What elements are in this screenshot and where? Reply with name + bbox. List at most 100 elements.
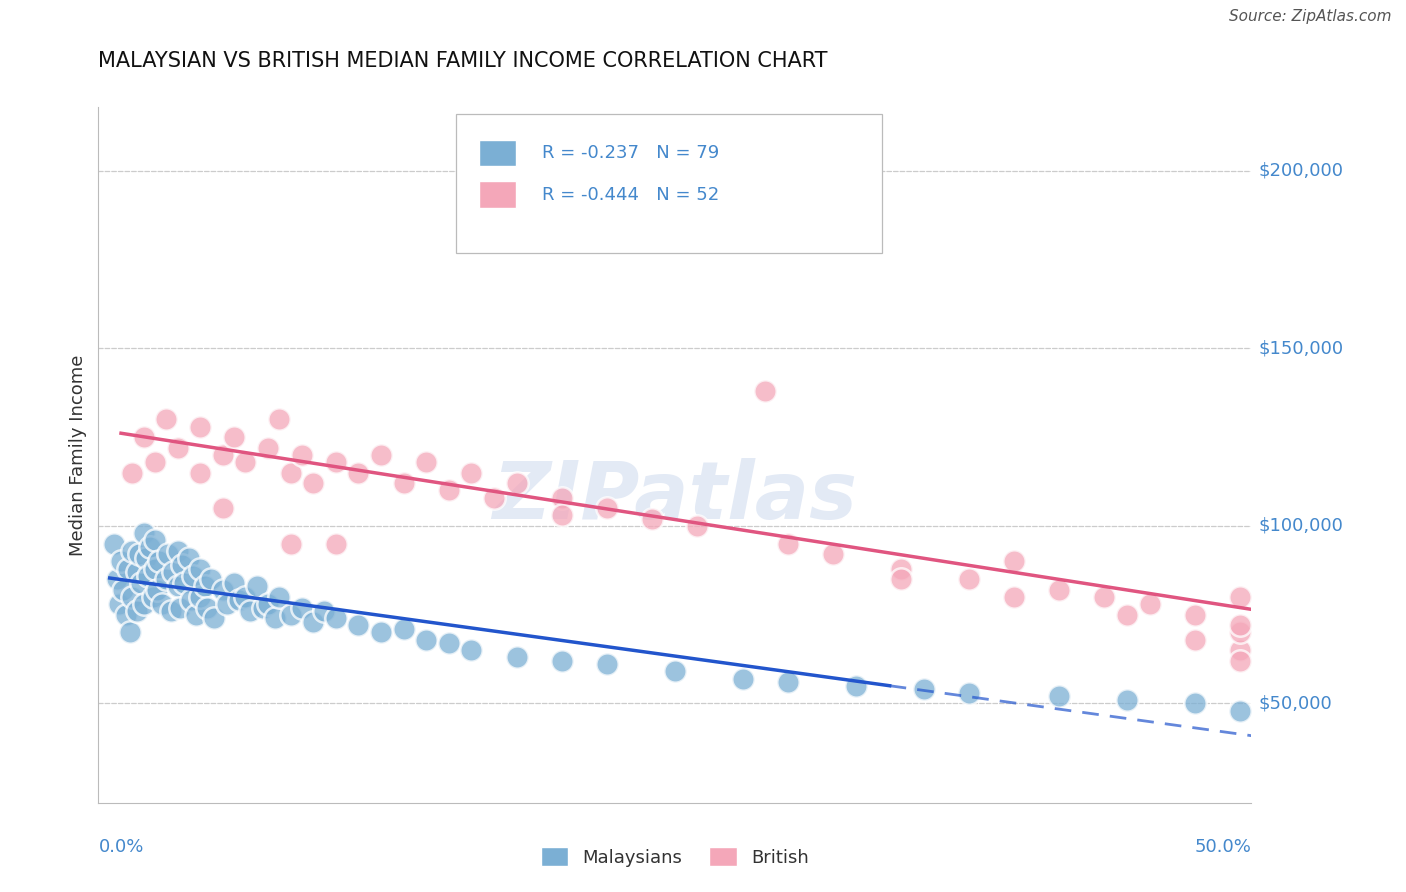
Point: [325, 611, 347, 625]
Point: [347, 618, 370, 632]
Point: [415, 455, 437, 469]
Point: [180, 593, 202, 607]
Point: [155, 412, 177, 426]
FancyBboxPatch shape: [479, 140, 516, 166]
Point: [120, 625, 142, 640]
Point: [596, 501, 619, 516]
Point: [222, 575, 245, 590]
Point: [188, 561, 211, 575]
Point: [1047, 582, 1070, 597]
Point: [1047, 690, 1070, 704]
Point: [252, 600, 274, 615]
Point: [143, 455, 166, 469]
Point: [125, 565, 148, 579]
Point: [1092, 590, 1115, 604]
Text: $200,000: $200,000: [1258, 162, 1343, 180]
Point: [121, 543, 143, 558]
Point: [302, 615, 325, 629]
Point: [1229, 618, 1251, 632]
Point: [1184, 632, 1206, 647]
Point: [314, 604, 336, 618]
Point: [291, 600, 314, 615]
Point: [686, 519, 709, 533]
Point: [325, 455, 347, 469]
Point: [107, 597, 129, 611]
Point: [195, 600, 218, 615]
Point: [211, 448, 233, 462]
Point: [150, 597, 173, 611]
Point: [505, 650, 527, 665]
Point: [551, 508, 574, 523]
Point: [291, 448, 314, 462]
Text: 50.0%: 50.0%: [1195, 838, 1251, 856]
Point: [184, 607, 207, 622]
Point: [135, 550, 157, 565]
Point: [302, 476, 325, 491]
Point: [1002, 554, 1025, 568]
Point: [239, 604, 262, 618]
Point: [188, 590, 211, 604]
Point: [370, 625, 392, 640]
Point: [845, 679, 868, 693]
Point: [263, 611, 285, 625]
Point: [157, 547, 180, 561]
Point: [551, 491, 574, 505]
Point: [505, 476, 527, 491]
Point: [128, 547, 150, 561]
Point: [136, 568, 159, 582]
Point: [370, 448, 392, 462]
Point: [105, 572, 128, 586]
Point: [222, 430, 245, 444]
Point: [114, 607, 136, 622]
Point: [1229, 654, 1251, 668]
FancyBboxPatch shape: [456, 114, 883, 253]
Point: [183, 568, 205, 582]
Text: MALAYSIAN VS BRITISH MEDIAN FAMILY INCOME CORRELATION CHART: MALAYSIAN VS BRITISH MEDIAN FAMILY INCOM…: [98, 52, 828, 71]
Point: [217, 597, 239, 611]
Point: [162, 565, 184, 579]
Point: [194, 579, 217, 593]
Point: [1229, 625, 1251, 640]
Point: [482, 491, 505, 505]
Point: [1116, 693, 1139, 707]
Point: [1184, 697, 1206, 711]
Point: [325, 536, 347, 550]
Point: [392, 622, 415, 636]
Point: [159, 604, 181, 618]
Point: [142, 590, 165, 604]
Point: [347, 466, 370, 480]
Point: [392, 476, 415, 491]
Point: [166, 441, 188, 455]
Point: [177, 550, 200, 565]
Point: [132, 526, 155, 541]
Point: [269, 412, 291, 426]
Point: [173, 575, 195, 590]
Point: [460, 466, 482, 480]
Point: [776, 675, 799, 690]
Point: [166, 543, 188, 558]
Point: [957, 686, 980, 700]
Point: [148, 554, 170, 568]
Point: [166, 579, 188, 593]
Point: [257, 597, 280, 611]
Point: [1002, 590, 1025, 604]
Point: [131, 575, 153, 590]
Point: [146, 582, 169, 597]
Point: [246, 579, 269, 593]
Text: 0.0%: 0.0%: [98, 838, 143, 856]
Point: [280, 466, 302, 480]
Point: [890, 561, 912, 575]
Point: [235, 455, 257, 469]
Point: [269, 590, 291, 604]
Point: [596, 657, 619, 672]
Point: [169, 600, 191, 615]
Point: [112, 582, 135, 597]
Legend: Malaysians, British: Malaysians, British: [534, 840, 815, 874]
Point: [1229, 704, 1251, 718]
Point: [202, 611, 225, 625]
Point: [1116, 607, 1139, 622]
Y-axis label: Median Family Income: Median Family Income: [69, 354, 87, 556]
Point: [437, 636, 460, 650]
Text: $150,000: $150,000: [1258, 340, 1344, 358]
Point: [170, 558, 193, 572]
